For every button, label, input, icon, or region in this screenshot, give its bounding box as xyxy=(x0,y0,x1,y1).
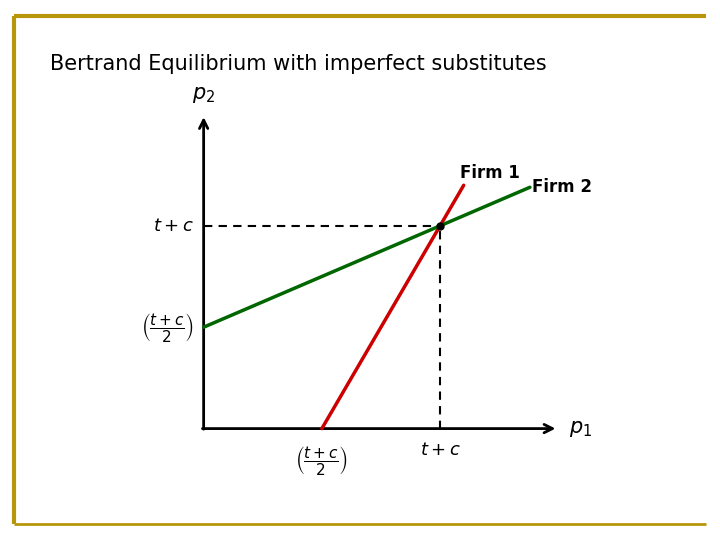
Text: $t+c$: $t+c$ xyxy=(420,441,461,460)
Text: $\left(\dfrac{t+c}{2}\right)$: $\left(\dfrac{t+c}{2}\right)$ xyxy=(295,444,348,477)
Text: $p_2$: $p_2$ xyxy=(192,85,215,105)
Text: $p_1$: $p_1$ xyxy=(569,418,592,438)
Text: $\left(\dfrac{t+c}{2}\right)$: $\left(\dfrac{t+c}{2}\right)$ xyxy=(140,310,194,343)
Text: $t+c$: $t+c$ xyxy=(153,217,194,235)
Text: Bertrand Equilibrium with imperfect substitutes: Bertrand Equilibrium with imperfect subs… xyxy=(50,54,547,74)
Text: Firm 2: Firm 2 xyxy=(532,178,592,196)
Text: Firm 1: Firm 1 xyxy=(460,164,520,182)
